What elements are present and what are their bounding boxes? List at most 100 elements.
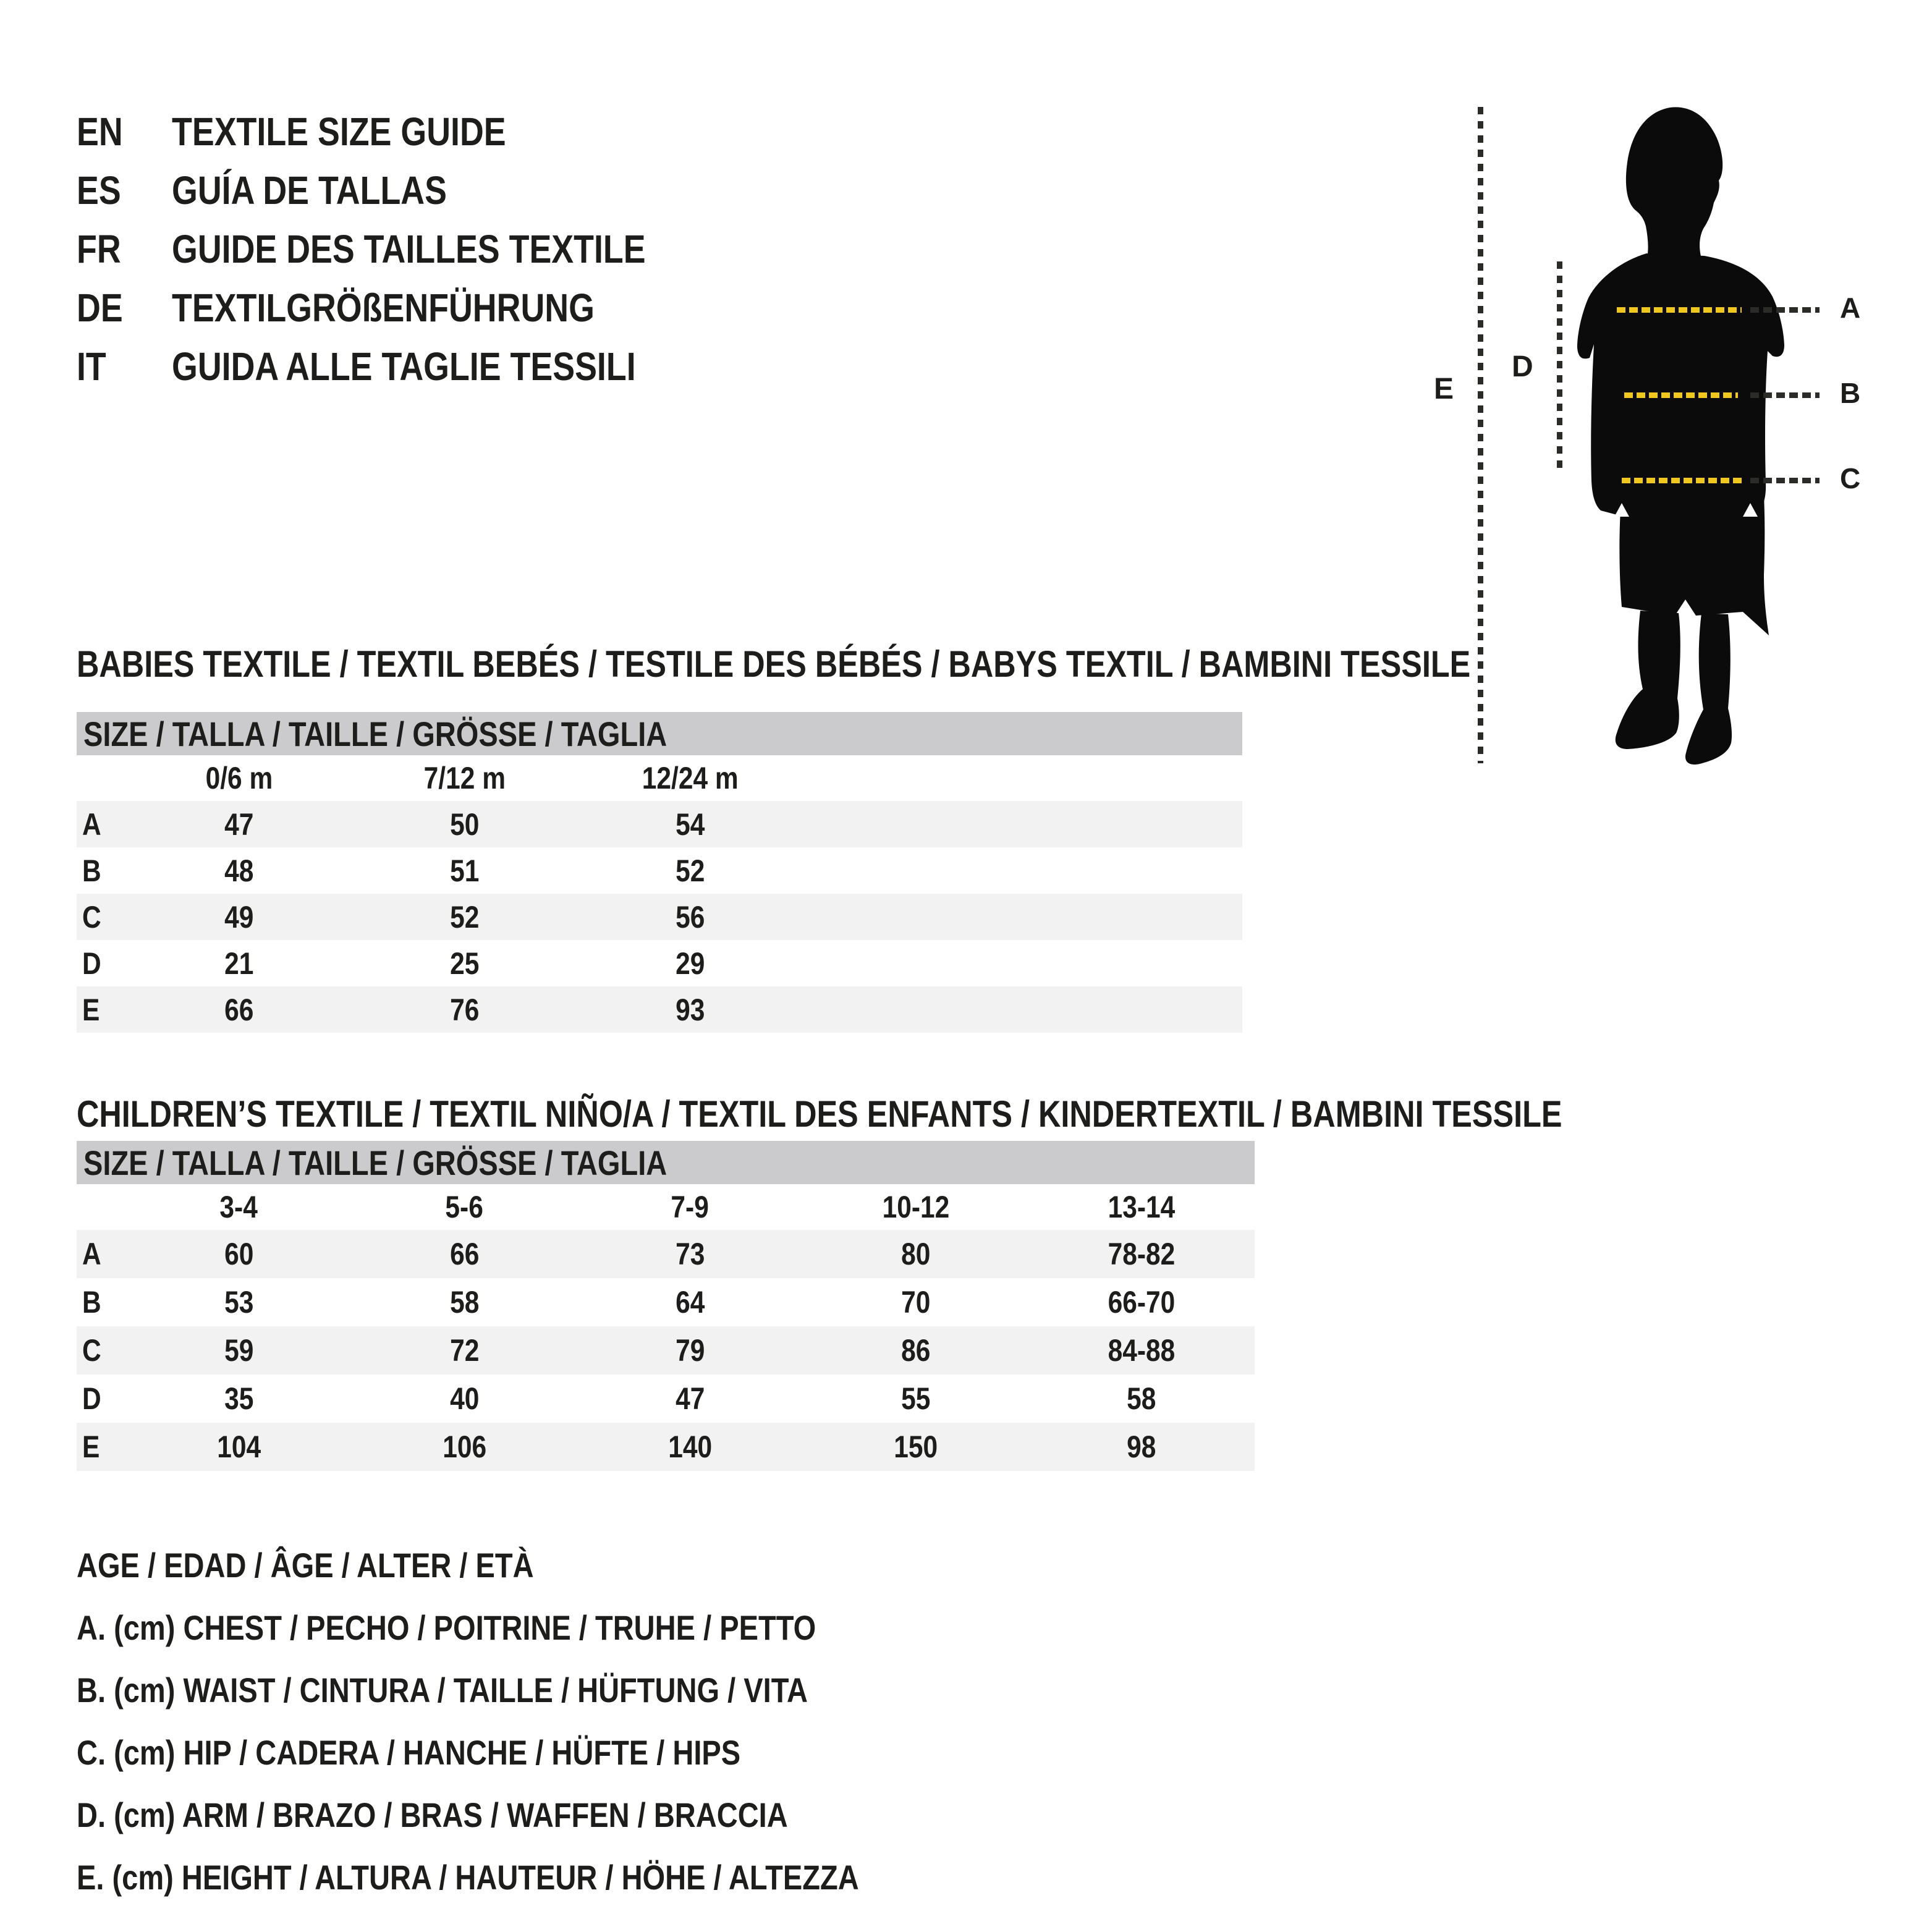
empty-cell [803, 801, 1242, 847]
babies-row-e: E 66 76 93 [77, 986, 1242, 1033]
size-value: 66 [126, 986, 352, 1033]
legend-text: E. (cm) HEIGHT / ALTURA / HAUTEUR / HÖHE… [77, 1858, 859, 1897]
legend-line-chest: A. (cm) CHEST / PECHO / POITRINE / TRUHE… [77, 1596, 1008, 1659]
size-value-text: 47 [224, 807, 254, 842]
language-title: GUIDE DES TAILLES TEXTILE [172, 227, 646, 271]
row-label-text: B [82, 1285, 101, 1320]
size-value: 140 [577, 1423, 803, 1471]
size-value-text: 21 [224, 946, 254, 981]
babies-heading-text: BABIES TEXTILE / TEXTIL BEBÉS / TESTILE … [77, 643, 1471, 685]
silhouette-shirt [1577, 253, 1784, 515]
measurement-legend: AGE / EDAD / ÂGE / ALTER / ETÀ A. (cm) C… [77, 1534, 1008, 1909]
hip-dashed-line-dark [1750, 478, 1820, 483]
size-value: 52 [352, 894, 577, 940]
language-code: EN [77, 109, 123, 154]
language-row: FR GUIDE DES TAILLES TEXTILE [77, 220, 736, 279]
empty-cell [803, 894, 1242, 940]
language-code: ES [77, 168, 121, 213]
size-value: 106 [352, 1423, 577, 1471]
size-value-text: 72 [449, 1333, 480, 1368]
column-header: 7-9 [577, 1184, 803, 1230]
silhouette-shorts [1619, 476, 1769, 635]
size-value: 150 [803, 1423, 1028, 1471]
children-section-heading: CHILDREN’S TEXTILE / TEXTIL NIÑO/A / TEX… [77, 1093, 1845, 1135]
size-value-text: 56 [675, 899, 705, 934]
size-value: 93 [577, 986, 803, 1033]
size-value-text: 150 [894, 1430, 938, 1464]
row-label-text: E [82, 992, 100, 1027]
height-dotted-line [1478, 107, 1483, 763]
size-value-text: 55 [900, 1381, 931, 1416]
row-label: E [77, 1423, 126, 1471]
row-label: D [77, 1375, 126, 1423]
column-header-text: 5-6 [445, 1190, 484, 1224]
size-value: 56 [577, 894, 803, 940]
size-value-text: 93 [675, 992, 705, 1027]
children-row-d: D 35 40 47 55 58 [77, 1375, 1255, 1423]
size-value: 35 [126, 1375, 352, 1423]
babies-size-band-text: SIZE / TALLA / TAILLE / GRÖSSE / TAGLIA [83, 714, 667, 753]
row-label: D [77, 940, 126, 986]
babies-size-band: SIZE / TALLA / TAILLE / GRÖSSE / TAGLIA [77, 712, 1242, 755]
size-value-text: 78-82 [1108, 1237, 1176, 1271]
size-value: 76 [352, 986, 577, 1033]
size-value-text: 98 [1127, 1430, 1156, 1464]
size-value-text: 66 [224, 992, 254, 1027]
row-label: C [77, 1326, 126, 1375]
size-value: 80 [803, 1230, 1028, 1278]
language-row: EN TEXTILE SIZE GUIDE [77, 103, 736, 161]
column-header: 5-6 [352, 1184, 577, 1230]
children-row-b: B 53 58 64 70 66-70 [77, 1278, 1255, 1326]
chest-dashed-line-dark [1750, 307, 1820, 313]
size-value: 66-70 [1028, 1278, 1255, 1326]
language-row: IT GUIDA ALLE TAGLIE TESSILI [77, 337, 736, 396]
empty-cell [803, 847, 1242, 894]
column-header: 0/6 m [126, 755, 352, 801]
legend-text: AGE / EDAD / ÂGE / ALTER / ETÀ [77, 1546, 534, 1585]
size-value: 79 [577, 1326, 803, 1375]
row-label-text: C [82, 899, 101, 934]
empty-cell [803, 940, 1242, 986]
legend-text: A. (cm) CHEST / PECHO / POITRINE / TRUHE… [77, 1608, 816, 1647]
legend-text: C. (cm) HIP / CADERA / HANCHE / HÜFTE / … [77, 1733, 741, 1772]
size-value: 73 [577, 1230, 803, 1278]
measure-label-d: D [1512, 350, 1533, 383]
size-value-text: 40 [449, 1381, 480, 1416]
babies-size-table: 0/6 m 7/12 m 12/24 m A 47 50 54 B 48 51 … [77, 755, 1242, 1033]
row-label-text: D [82, 946, 101, 981]
size-value-text: 70 [900, 1285, 931, 1320]
size-value: 40 [352, 1375, 577, 1423]
size-value: 52 [577, 847, 803, 894]
size-value-text: 50 [449, 807, 480, 842]
size-value: 54 [577, 801, 803, 847]
size-value: 47 [126, 801, 352, 847]
size-value-text: 104 [217, 1430, 261, 1464]
language-title: TEXTILE SIZE GUIDE [172, 109, 506, 154]
column-header: 12/24 m [577, 755, 803, 801]
silhouette-underarm-notch-right [1743, 503, 1758, 517]
size-value-text: 29 [675, 946, 705, 981]
column-header-text: 7/12 m [423, 761, 506, 795]
legend-text: D. (cm) ARM / BRAZO / BRAS / WAFFEN / BR… [77, 1795, 788, 1834]
size-value: 48 [126, 847, 352, 894]
hip-dashed-line-yellow [1622, 478, 1744, 483]
size-value-text: 59 [224, 1333, 254, 1368]
babies-row-b: B 48 51 52 [77, 847, 1242, 894]
legend-line-arm: D. (cm) ARM / BRAZO / BRAS / WAFFEN / BR… [77, 1784, 1008, 1846]
chest-dashed-line-yellow [1617, 307, 1742, 313]
size-value: 86 [803, 1326, 1028, 1375]
babies-row-d: D 21 25 29 [77, 940, 1242, 986]
legend-line-hip: C. (cm) HIP / CADERA / HANCHE / HÜFTE / … [77, 1721, 1008, 1784]
empty-cell [803, 755, 1242, 801]
column-header-text: 12/24 m [642, 761, 739, 795]
silhouette-right-leg [1685, 613, 1732, 765]
size-value: 58 [1028, 1375, 1255, 1423]
row-label: B [77, 1278, 126, 1326]
babies-row-c: C 49 52 56 [77, 894, 1242, 940]
children-size-band-text: SIZE / TALLA / TAILLE / GRÖSSE / TAGLIA [83, 1143, 667, 1182]
row-label-text: A [82, 807, 101, 842]
size-value: 98 [1028, 1423, 1255, 1471]
empty-cell [77, 755, 126, 801]
column-header: 7/12 m [352, 755, 577, 801]
